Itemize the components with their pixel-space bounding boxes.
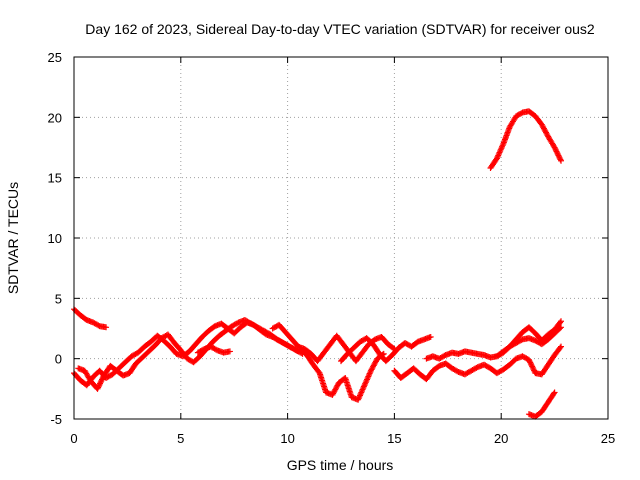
x-tick-label: 5 [177,431,184,446]
data-point [554,151,561,158]
data-point [558,343,565,350]
data-point [558,318,565,325]
data-point [526,358,533,365]
x-tick-label: 0 [70,431,77,446]
axis-ticks: 0 5 10 15 20 25 -5 0 5 10 15 20 25 [48,50,616,446]
data-point [527,359,534,366]
data-point [98,377,105,384]
series-track-h [423,324,565,362]
series-track-c [194,343,233,356]
x-tick-label: 15 [387,431,401,446]
data-point [530,366,537,373]
y-tick-label: 15 [48,171,62,186]
y-tick-label: 25 [48,50,62,65]
y-tick-label: -5 [50,412,62,427]
series-track-early-high [71,306,110,331]
chart-title: Day 162 of 2023, Sidereal Day-to-day VTE… [85,21,595,37]
data-point [556,153,563,160]
series-track-f [338,333,434,365]
series-track-late-high [487,108,565,172]
series-track-g [391,343,565,383]
x-tick-label: 25 [601,431,615,446]
y-tick-label: 5 [55,291,62,306]
series-track-i [493,318,565,360]
x-axis-label: GPS time / hours [287,457,394,473]
data-point [552,145,559,152]
data-point [552,147,559,154]
data-point [528,362,535,369]
data-point [550,390,557,397]
data-point [226,348,233,355]
series-track-late-low [525,389,558,420]
data-point [98,376,105,383]
data-point [427,333,434,340]
x-tick-label: 20 [494,431,508,446]
data-point [95,384,102,391]
data-point [555,152,562,159]
data-point [557,344,564,351]
data-point [553,148,560,155]
data-point [556,155,563,162]
data-point [103,324,110,331]
data-point [96,381,103,388]
data-point [554,149,561,156]
data-point [94,385,101,392]
data-point [529,364,536,371]
data-point [529,363,536,370]
data-point [99,375,106,382]
data-point [557,319,564,326]
data-point [95,383,102,390]
data-point [557,156,564,163]
data-point [551,144,558,151]
data-point [97,380,104,387]
data-point [527,360,534,367]
data-markers [71,108,565,420]
y-tick-label: 0 [55,352,62,367]
x-tick-label: 10 [280,431,294,446]
data-point [551,389,558,396]
data-point [525,356,532,363]
data-point [97,379,104,386]
y-axis-label: SDTVAR / TECUs [5,182,21,294]
y-tick-label: 10 [48,231,62,246]
y-tick-label: 20 [48,110,62,125]
data-point [558,157,565,164]
